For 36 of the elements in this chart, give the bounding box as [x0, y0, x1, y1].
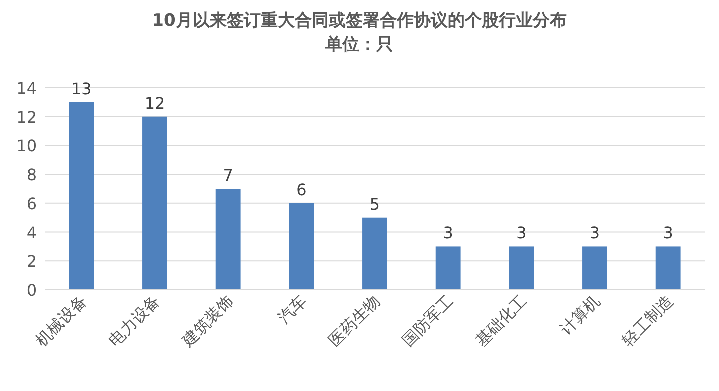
- x-tick-label: 电力设备: [105, 291, 164, 350]
- y-tick-label: 14: [16, 79, 37, 98]
- y-tick-label: 8: [26, 166, 37, 185]
- data-label: 3: [443, 224, 454, 243]
- y-tick-label: 10: [16, 136, 37, 156]
- y-tick-label: 0: [26, 281, 37, 300]
- data-label: 6: [296, 180, 307, 200]
- bar: [216, 189, 241, 290]
- data-label: 13: [71, 79, 92, 98]
- data-label: 3: [663, 224, 674, 243]
- data-label: 7: [223, 166, 234, 185]
- bar: [69, 102, 94, 290]
- bar: [362, 218, 388, 290]
- data-label: 3: [516, 224, 527, 243]
- y-tick-label: 6: [26, 194, 37, 214]
- x-tick-label: 国防军工: [398, 291, 458, 350]
- x-tick-label: 基础化工: [472, 291, 530, 350]
- bar: [289, 203, 314, 290]
- chart-subtitle: 单位：只: [324, 35, 394, 55]
- chart-title: 10月以来签订重大合同或签署合作协议的个股行业分布: [152, 11, 567, 31]
- data-label: 3: [590, 224, 600, 243]
- bar: [509, 246, 534, 290]
- bar: [582, 246, 608, 290]
- y-tick-label: 2: [26, 252, 37, 272]
- data-label: 12: [144, 94, 166, 113]
- bar: [436, 246, 461, 290]
- x-tick-label: 汽车: [274, 291, 310, 328]
- x-tick-label: 建筑装饰: [178, 291, 238, 351]
- x-tick-label: 轻工制造: [618, 291, 678, 350]
- y-tick-label: 4: [26, 223, 37, 242]
- x-tick-label: 医药生物: [325, 291, 384, 350]
- bar: [656, 246, 681, 290]
- bar: [142, 116, 168, 290]
- data-label: 5: [370, 194, 380, 214]
- x-tick-label: 计算机: [556, 291, 604, 339]
- y-tick-label: 12: [16, 108, 37, 127]
